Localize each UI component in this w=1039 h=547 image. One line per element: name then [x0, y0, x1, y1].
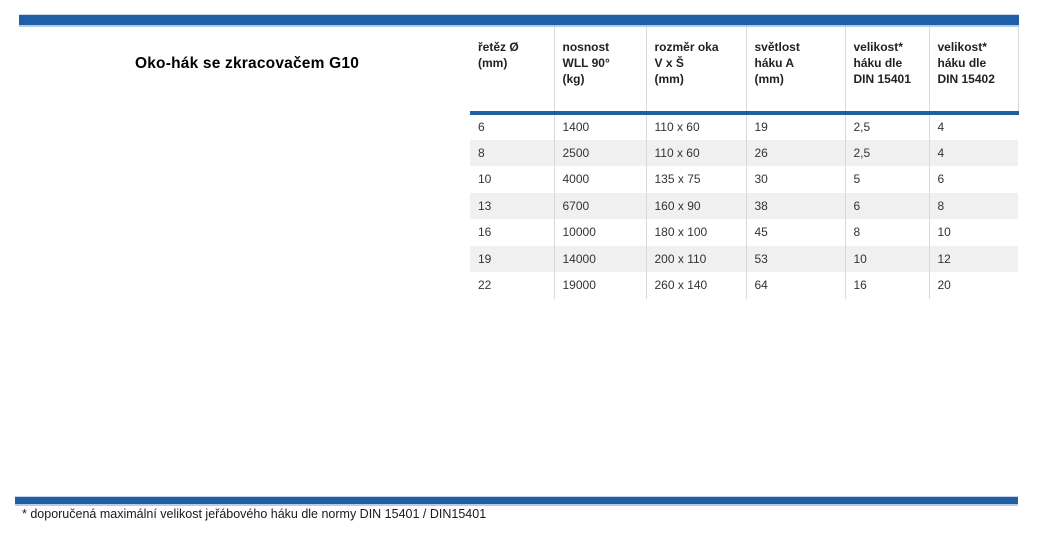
table-cell: 110 x 60 — [646, 139, 747, 166]
table-cell: 12 — [937, 251, 951, 266]
column-header-chain-diameter: řetěz Ø (mm) — [470, 27, 555, 115]
column-header-hook-opening: světlost háku A (mm) — [746, 27, 846, 115]
table-row: 16 10000 180 x 100 45 8 10 — [470, 219, 1018, 246]
table-cell: 180 x 100 — [646, 219, 747, 246]
table-row: 6 1400 110 x 60 19 2,5 4 — [470, 113, 1018, 140]
column-header-din-15402: velikost* háku dle DIN 15402 — [929, 27, 1019, 115]
table-cell: 64 — [746, 272, 846, 299]
table-row: 19 14000 200 x 110 53 10 12 — [470, 245, 1018, 272]
table-cell: 16 — [845, 272, 930, 299]
header-row: řetěz Ø (mm) nosnost WLL 90° (kg) rozměr… — [470, 27, 1019, 115]
table-cell: 1400 — [554, 113, 647, 140]
table-cell: 16 — [470, 219, 555, 246]
table-cell: 19 — [470, 245, 555, 272]
table-cell: 45 — [746, 219, 846, 246]
table-cell: 30 — [746, 166, 846, 193]
table-cell: 6 — [937, 172, 945, 187]
table-cell: 260 x 140 — [646, 272, 747, 299]
table-cell: 22 — [470, 272, 555, 299]
spec-table: řetěz Ø (mm) nosnost WLL 90° (kg) rozměr… — [470, 27, 1019, 299]
table-cell: 10 — [937, 225, 951, 240]
table-cell: 110 x 60 — [646, 113, 747, 140]
column-header-eye-size: rozměr oka V x Š (mm) — [646, 27, 747, 115]
table-cell: 6 — [470, 113, 555, 140]
table-cell: 53 — [746, 245, 846, 272]
table-cell: 14000 — [554, 245, 647, 272]
table-cell: 4 — [937, 145, 945, 160]
table-cell: 6700 — [554, 192, 647, 219]
table-cell: 4 — [937, 120, 945, 135]
table-cell: 8 — [470, 139, 555, 166]
bottom-divider-bar — [15, 496, 1018, 506]
table-cell: 2500 — [554, 139, 647, 166]
table-cell: 160 x 90 — [646, 192, 747, 219]
table-cell: 200 x 110 — [646, 245, 747, 272]
table-cell: 10 — [845, 245, 930, 272]
table-row: 22 19000 260 x 140 64 16 20 — [470, 272, 1018, 299]
table-row: 13 6700 160 x 90 38 6 8 — [470, 192, 1018, 219]
column-header-din-15401: velikost* háku dle DIN 15401 — [845, 27, 930, 115]
table-cell: 6 — [845, 192, 930, 219]
table-cell: 135 x 75 — [646, 166, 747, 193]
table-row: 8 2500 110 x 60 26 2,5 4 — [470, 139, 1018, 166]
table-cell: 19 — [746, 113, 846, 140]
table-cell: 5 — [845, 166, 930, 193]
table-cell: 4000 — [554, 166, 647, 193]
table-cell: 26 — [746, 139, 846, 166]
table-cell: 2,5 — [845, 113, 930, 140]
top-divider-bar — [19, 14, 1019, 27]
table-row: 10 4000 135 x 75 30 5 6 — [470, 166, 1018, 193]
table-cell: 20 — [937, 278, 951, 293]
table-cell: 19000 — [554, 272, 647, 299]
table-cell: 8 — [937, 198, 945, 213]
table-cell: 38 — [746, 192, 846, 219]
product-title: Oko-hák se zkracovačem G10 — [134, 55, 360, 72]
footnote: * doporučená maximální velikost jeřábové… — [22, 507, 487, 521]
table-cell: 10000 — [554, 219, 647, 246]
table-cell: 2,5 — [845, 139, 930, 166]
column-header-wll: nosnost WLL 90° (kg) — [554, 27, 647, 115]
table-cell: 13 — [470, 192, 555, 219]
table-cell: 10 — [470, 166, 555, 193]
table-cell: 8 — [845, 219, 930, 246]
